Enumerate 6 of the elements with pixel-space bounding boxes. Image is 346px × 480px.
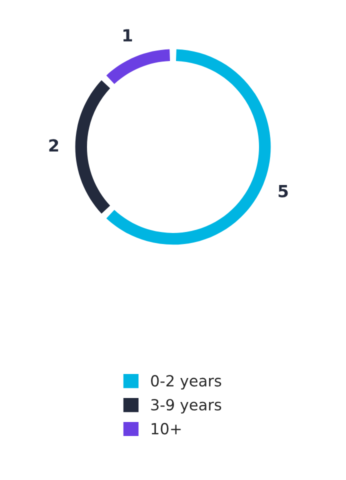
data-label: 2 bbox=[49, 139, 58, 152]
data-label: 1 bbox=[123, 29, 132, 42]
legend-label: 3-9 years bbox=[151, 398, 222, 414]
data-label: 5 bbox=[278, 185, 288, 198]
legend-label: 0-2 years bbox=[151, 375, 222, 390]
legend-label: 10+ bbox=[152, 422, 181, 434]
